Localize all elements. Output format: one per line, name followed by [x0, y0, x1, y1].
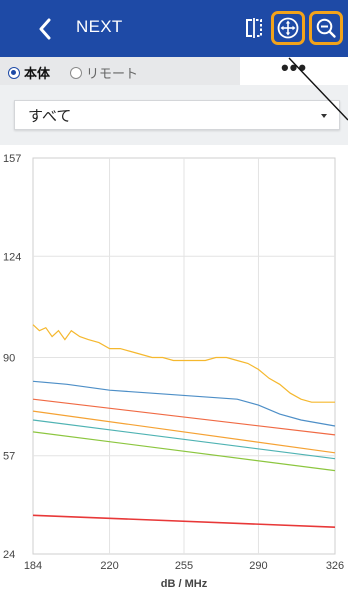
radio-main-unit[interactable]: 本体: [8, 63, 50, 82]
x-tick-label: 220: [100, 560, 118, 572]
series-lines: [32, 324, 336, 528]
x-axis-label: dB / MHz: [161, 578, 208, 590]
radio-selected-indicator: [8, 66, 20, 79]
app-bar: NEXT: [0, 0, 348, 57]
x-tick-label: 326: [326, 560, 344, 572]
y-tick-label: 90: [3, 352, 15, 364]
split-view-button[interactable]: [238, 12, 270, 44]
back-button[interactable]: [30, 14, 60, 44]
series-line-2: [32, 380, 336, 427]
series-line-4: [32, 410, 336, 454]
move-arrows-icon: [277, 17, 299, 39]
filter-select-value: すべて: [28, 107, 72, 125]
y-tick-label: 57: [3, 451, 15, 463]
x-tick-label: 255: [175, 560, 193, 572]
pan-button[interactable]: [271, 11, 305, 45]
y-tick-label: 157: [3, 153, 21, 165]
split-view-icon: [246, 18, 262, 38]
line-chart: 184 220 255 290 326 24 57 90 124 157 dB / MHz: [3, 153, 344, 590]
series-line-1: [32, 324, 335, 403]
radio-remote[interactable]: リモート: [70, 63, 138, 82]
x-tick-label: 290: [249, 560, 267, 572]
chart-area: 184 220 255 290 326 24 57 90 124 157 dB / MHz: [0, 145, 348, 599]
series-line-7: [32, 514, 336, 528]
radio-unselected-indicator: [70, 66, 82, 79]
x-tick-label: 184: [24, 560, 42, 572]
tick-labels: 184 220 255 290 326 24 57 90 124 157: [3, 153, 344, 572]
radio-main-unit-label: 本体: [24, 66, 51, 81]
filter-select[interactable]: すべて: [14, 100, 340, 130]
radio-remote-label: リモート: [86, 66, 139, 81]
page-title: NEXT: [76, 17, 123, 36]
more-options-button[interactable]: •••: [240, 57, 348, 85]
caret-down-icon: [321, 114, 327, 118]
zoom-out-button[interactable]: [309, 11, 343, 45]
series-line-3: [32, 398, 336, 436]
chevron-left-icon: [39, 18, 51, 40]
y-tick-label: 24: [3, 549, 15, 561]
zoom-out-icon: [316, 18, 336, 38]
series-line-5: [32, 419, 336, 460]
y-tick-label: 124: [3, 251, 21, 263]
more-dots-icon: •••: [280, 55, 308, 80]
gridlines: [33, 158, 335, 554]
series-line-6: [32, 431, 336, 472]
